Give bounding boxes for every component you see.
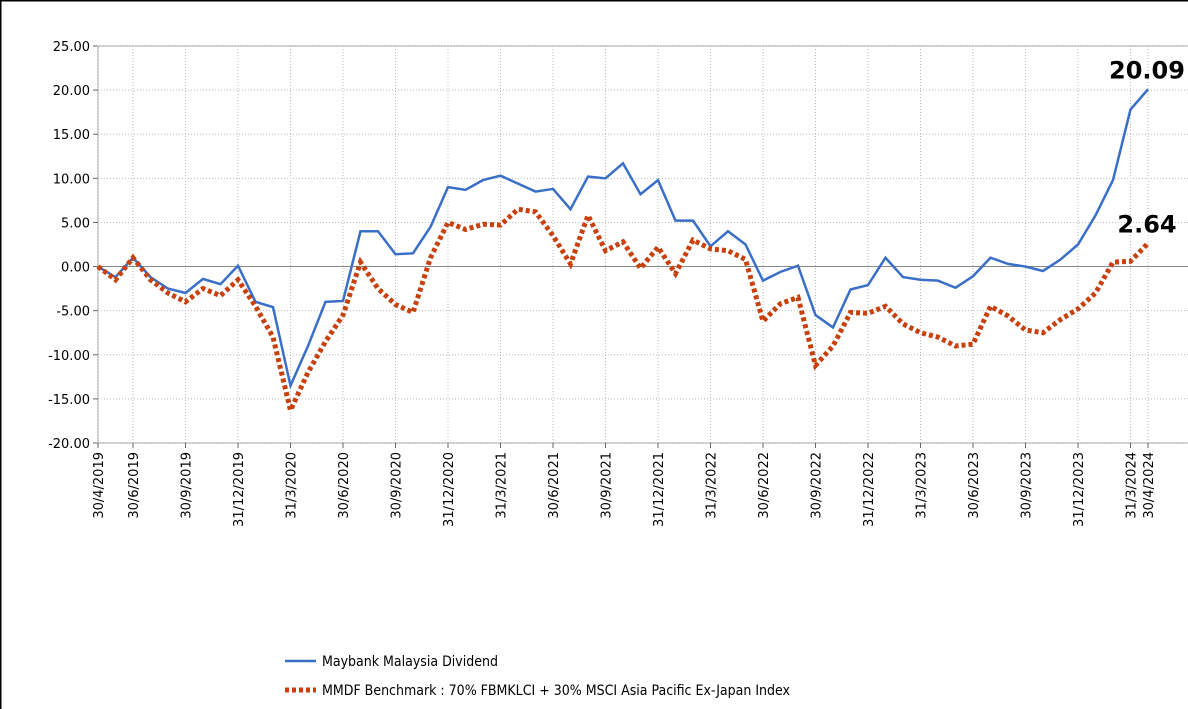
y-tick-label: -10.00 <box>48 349 90 364</box>
x-tick-label: 30/6/2021 <box>547 452 562 519</box>
x-tick-label: 31/12/2021 <box>652 452 667 527</box>
x-tick-label: 30/4/2024 <box>1142 452 1157 519</box>
x-tick-label: 31/3/2022 <box>705 452 720 519</box>
x-tick-label: 30/4/2019 <box>92 452 107 519</box>
x-tick-label: 30/9/2020 <box>390 452 405 519</box>
y-tick-label: -5.00 <box>56 305 90 320</box>
x-tick-label: 30/9/2021 <box>600 452 615 519</box>
series-line <box>97 88 1149 390</box>
x-tick-label: 31/12/2023 <box>1072 452 1087 527</box>
y-tick-label: 15.00 <box>53 128 90 143</box>
x-tick-label: 31/3/2023 <box>915 452 930 519</box>
x-tick-label: 30/6/2023 <box>967 452 982 519</box>
plot-area <box>97 45 1188 444</box>
x-tick-label: 31/12/2020 <box>442 452 457 527</box>
y-tick-label: 5.00 <box>61 216 90 231</box>
x-tick-label: 30/6/2022 <box>757 452 772 519</box>
y-tick-label: 25.00 <box>53 40 90 55</box>
x-tick-label: 30/9/2019 <box>180 452 195 519</box>
x-tick-label: 30/9/2022 <box>810 452 825 519</box>
x-tick-label: 31/3/2020 <box>285 452 300 519</box>
x-tick-label: 31/3/2021 <box>495 452 510 519</box>
legend-label: MMDF Benchmark : 70% FBMKLCI + 30% MSCI … <box>322 683 791 699</box>
x-tick-label: 31/3/2024 <box>1125 452 1140 519</box>
data-label: 20.09 <box>1109 56 1185 84</box>
data-label: 2.64 <box>1117 210 1176 238</box>
y-tick-label: -15.00 <box>48 393 90 408</box>
y-tick-label: 0.00 <box>61 261 90 276</box>
x-tick-label: 30/6/2020 <box>337 452 352 519</box>
series-line <box>96 206 1150 418</box>
y-tick-label: 10.00 <box>53 172 90 187</box>
x-tick-label: 30/9/2023 <box>1020 452 1035 519</box>
y-tick-label: -20.00 <box>48 437 90 452</box>
x-tick-label: 31/12/2022 <box>862 452 877 527</box>
x-tick-label: 30/6/2019 <box>127 452 142 519</box>
y-tick-label: 20.00 <box>53 84 90 99</box>
legend-label: Maybank Malaysia Dividend <box>322 654 498 670</box>
x-tick-label: 31/12/2019 <box>232 452 247 527</box>
